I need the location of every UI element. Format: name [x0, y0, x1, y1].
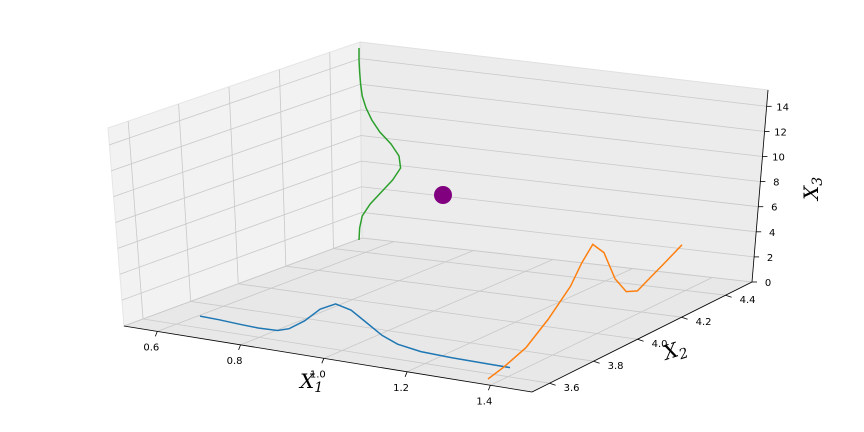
x2-tick-label: 4.2: [696, 317, 712, 328]
x1-tick-label: 1.0: [310, 369, 326, 380]
series-line-orange: [487, 243, 683, 380]
x3-tick-label: 10: [772, 153, 785, 164]
x3-subscript: 3: [810, 177, 826, 186]
x3-grid-line: [113, 109, 763, 197]
x3-axis-line: [751, 89, 769, 283]
x1-tick-label: 0.8: [227, 356, 243, 367]
x1-grid-line: [323, 259, 554, 359]
x2-tick-mark: [549, 382, 556, 386]
x3-grid-line: [115, 135, 761, 223]
x3-tick-label: 4: [769, 228, 775, 239]
x3-tick-label: 0: [765, 278, 771, 289]
x2-tick-label: 3.8: [608, 361, 624, 372]
x3-grid-line: [109, 58, 767, 146]
x1-axis-label: X1: [298, 369, 323, 396]
x1-subscript: 1: [314, 380, 323, 396]
x2-tick-mark: [681, 316, 688, 320]
x1-tick-label: 1.4: [476, 396, 492, 407]
x3-tick-label: 14: [776, 102, 789, 113]
x2-tick-label: 4.0: [652, 339, 668, 350]
x3-grid-line: [119, 186, 757, 275]
series-lines: [199, 48, 683, 380]
x1-tick-label: 0.6: [143, 342, 159, 353]
x1-tick-mark: [154, 331, 158, 337]
x3-grid-line: [123, 237, 753, 327]
x1-grid-line: [406, 268, 633, 373]
x2-tick-label: 3.6: [564, 383, 580, 394]
x1-grid-line: [490, 277, 713, 386]
x2-tick-mark: [637, 338, 644, 342]
grid-lines: [109, 52, 767, 386]
x1-axis-line: [123, 325, 533, 393]
x2-tick-label: 4.4: [740, 295, 756, 306]
x1-tick-mark: [238, 344, 241, 351]
x3-tick-label: 2: [767, 253, 773, 264]
x1-tick-mark: [321, 358, 325, 364]
point-markers: [434, 186, 452, 204]
x1-tick-mark: [487, 385, 491, 391]
x2-subscript: 2: [676, 345, 690, 363]
x2-axis-line: [531, 281, 753, 393]
point-marker: [434, 186, 452, 204]
x3-tick-label: 6: [771, 203, 777, 214]
x2-tick-mark: [593, 360, 600, 364]
x1-tick-label: 1.2: [393, 383, 409, 394]
x3-grid-line: [117, 160, 759, 249]
x2-tick-mark: [725, 294, 732, 298]
x1-tick-mark: [404, 371, 408, 377]
x1-grid-line: [157, 241, 394, 332]
x3-axis-label: X3: [799, 177, 826, 202]
series-line-blue: [199, 303, 511, 369]
series-line-green: [358, 48, 402, 241]
axis-lines: [123, 89, 769, 393]
x1-grid-line: [240, 250, 474, 346]
x3-tick-label: 8: [773, 178, 779, 189]
tick-labels: 0.60.81.01.21.43.63.84.04.24.40246810121…: [143, 102, 789, 407]
x3-grid-line: [121, 211, 755, 301]
x3-tick-label: 12: [774, 127, 787, 138]
